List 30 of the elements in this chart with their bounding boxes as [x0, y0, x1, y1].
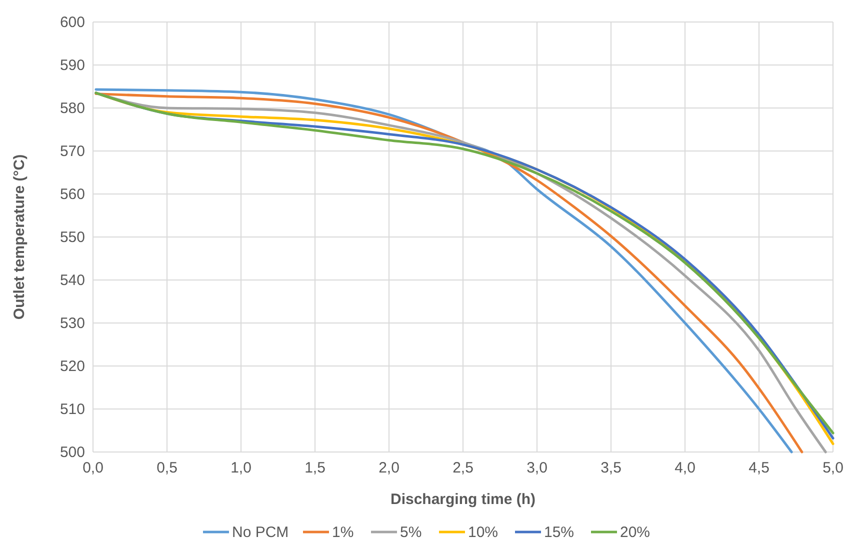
y-tick-label: 560	[60, 186, 85, 203]
legend-label: 1%	[332, 524, 354, 541]
x-tick-label: 0,5	[156, 460, 178, 477]
y-tick-label: 550	[60, 228, 85, 246]
x-tick-label: 2,0	[378, 460, 400, 477]
x-tick-label: 0,0	[82, 460, 104, 477]
x-tick-label: 2,5	[452, 460, 474, 477]
y-tick-label: 580	[60, 100, 85, 117]
legend-label: 5%	[400, 524, 422, 541]
x-tick-label: 3,5	[600, 460, 622, 477]
legend-label: 20%	[620, 524, 650, 541]
y-tick-label: 570	[60, 142, 85, 160]
x-axis-title: Discharging time (h)	[390, 491, 536, 508]
x-tick-label: 1,0	[230, 460, 252, 477]
x-tick-label: 3,0	[526, 460, 548, 477]
y-tick-label: 540	[60, 272, 85, 289]
y-tick-label: 520	[60, 358, 85, 375]
y-tick-label: 500	[60, 444, 85, 461]
y-axis-title: Outlet temperature (°C)	[11, 154, 28, 320]
x-tick-label: 4,5	[748, 460, 770, 477]
y-tick-label: 600	[60, 14, 85, 31]
x-tick-label: 4,0	[674, 460, 696, 477]
legend-label: No PCM	[232, 524, 289, 541]
y-tick-label: 590	[60, 56, 85, 74]
x-tick-label: 5,0	[822, 460, 844, 477]
y-tick-label: 510	[60, 400, 85, 418]
x-tick-label: 1,5	[304, 460, 326, 477]
y-tick-label: 530	[60, 314, 85, 332]
legend-label: 15%	[544, 524, 574, 541]
legend-label: 10%	[468, 524, 498, 541]
